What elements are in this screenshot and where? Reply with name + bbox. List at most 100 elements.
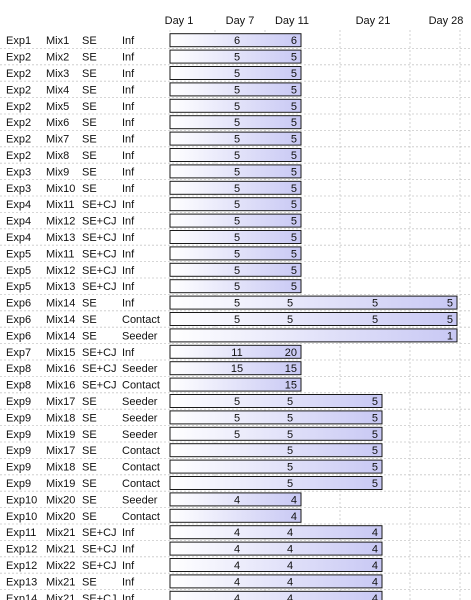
bar-2 [169, 66, 302, 80]
bar-27 [169, 476, 383, 490]
row-mix-10: Mix11 [46, 199, 75, 211]
row-mix-11: Mix12 [46, 216, 75, 228]
bar-label-11-0: 5 [234, 216, 240, 228]
row-method-4: SE [82, 101, 97, 113]
bar-label-33-0: 4 [234, 576, 240, 588]
bar-33 [169, 574, 383, 589]
bar-label-23-2: 5 [372, 412, 378, 424]
bar-label-22-1: 5 [287, 396, 293, 408]
bar-20 [169, 361, 302, 376]
bar-19 [169, 344, 302, 359]
row-method-8: SE [82, 166, 97, 178]
row-role-26: Contact [122, 462, 160, 474]
row-method-2: SE [82, 68, 97, 80]
bar-label-4-0: 5 [234, 101, 240, 113]
row-mix-16: Mix14 [46, 298, 75, 310]
row-role-28: Seeder [122, 494, 158, 506]
row-role-32: Inf [122, 560, 135, 572]
row-role-33: Inf [122, 576, 135, 588]
bar-label-25-0: 5 [287, 445, 293, 457]
bar-label-30-2: 4 [372, 527, 378, 539]
bar-label-23-0: 5 [234, 412, 240, 424]
row-method-6: SE [82, 134, 97, 146]
row-exp-16: Exp6 [6, 298, 31, 310]
row-mix-2: Mix3 [46, 68, 69, 80]
bar-1 [169, 49, 302, 64]
row-method-14: SE+CJ [82, 265, 117, 277]
bar-label-29-0: 4 [291, 511, 297, 523]
row-role-18: Seeder [122, 330, 158, 342]
bar-5 [169, 115, 302, 130]
bar-label-20-1: 15 [285, 363, 297, 375]
row-exp-15: Exp5 [6, 281, 31, 293]
bar-label-13-1: 5 [291, 248, 297, 260]
row-exp-10: Exp4 [6, 199, 31, 211]
bar-18 [169, 328, 458, 343]
row-mix-33: Mix21 [46, 576, 75, 588]
bar-label-24-1: 5 [287, 429, 293, 441]
row-mix-6: Mix7 [46, 134, 69, 146]
bar-label-16-1: 5 [287, 298, 293, 310]
row-method-12: SE+CJ [82, 232, 117, 244]
row-exp-7: Exp2 [6, 150, 31, 162]
bar-24 [169, 426, 383, 441]
bar-label-17-0: 5 [234, 314, 240, 326]
bar-22 [169, 394, 383, 408]
row-exp-23: Exp9 [6, 412, 31, 424]
row-exp-0: Exp1 [6, 35, 31, 47]
bar-34 [169, 590, 383, 600]
row-role-5: Inf [122, 117, 135, 129]
bar-label-7-0: 5 [234, 150, 240, 162]
row-mix-26: Mix18 [46, 462, 75, 474]
day-header-11: Day 11 [275, 15, 309, 27]
row-role-27: Contact [122, 478, 160, 490]
row-exp-9: Exp3 [6, 183, 31, 195]
row-mix-22: Mix17 [46, 396, 75, 408]
bar-label-32-0: 4 [234, 560, 240, 572]
bar-label-12-1: 5 [291, 232, 297, 244]
bar-0 [169, 33, 302, 48]
row-mix-12: Mix13 [46, 232, 75, 244]
bar-32 [169, 558, 383, 572]
bar-label-20-0: 15 [231, 363, 243, 375]
bar-label-34-2: 4 [372, 593, 378, 600]
row-exp-12: Exp4 [6, 232, 31, 244]
row-method-15: SE+CJ [82, 281, 117, 293]
bar-26 [169, 459, 383, 474]
bar-label-6-1: 5 [291, 134, 297, 146]
row-role-24: Seeder [122, 429, 158, 441]
bar-label-16-2: 5 [372, 298, 378, 310]
row-role-17: Contact [122, 314, 160, 326]
bar-label-8-1: 5 [291, 166, 297, 178]
row-exp-34: Exp14 [6, 593, 37, 600]
row-role-12: Inf [122, 232, 135, 244]
row-method-19: SE+CJ [82, 347, 117, 359]
bar-label-13-0: 5 [234, 248, 240, 260]
row-role-2: Inf [122, 68, 135, 80]
bar-9 [169, 180, 302, 195]
bar-label-17-1: 5 [287, 314, 293, 326]
row-mix-14: Mix12 [46, 265, 75, 277]
bar-label-33-1: 4 [287, 576, 293, 588]
row-role-16: Inf [122, 298, 135, 310]
row-method-16: SE [82, 298, 97, 310]
row-role-21: Contact [122, 380, 160, 392]
bar-label-22-0: 5 [234, 396, 240, 408]
row-exp-31: Exp12 [6, 544, 37, 556]
day-header-28: Day 28 [429, 15, 464, 27]
bar-label-24-0: 5 [234, 429, 240, 441]
bar-label-3-0: 5 [234, 84, 240, 96]
bar-label-30-1: 4 [287, 527, 293, 539]
row-mix-28: Mix20 [46, 494, 75, 506]
row-exp-18: Exp6 [6, 330, 31, 342]
bar-25 [169, 443, 383, 458]
bar-label-16-0: 5 [234, 298, 240, 310]
row-role-9: Inf [122, 183, 135, 195]
row-method-27: SE [82, 478, 97, 490]
row-method-11: SE+CJ [82, 216, 117, 228]
bar-label-5-0: 5 [234, 117, 240, 129]
row-mix-15: Mix13 [46, 281, 75, 293]
row-role-8: Inf [122, 166, 135, 178]
row-exp-29: Exp10 [6, 511, 37, 523]
